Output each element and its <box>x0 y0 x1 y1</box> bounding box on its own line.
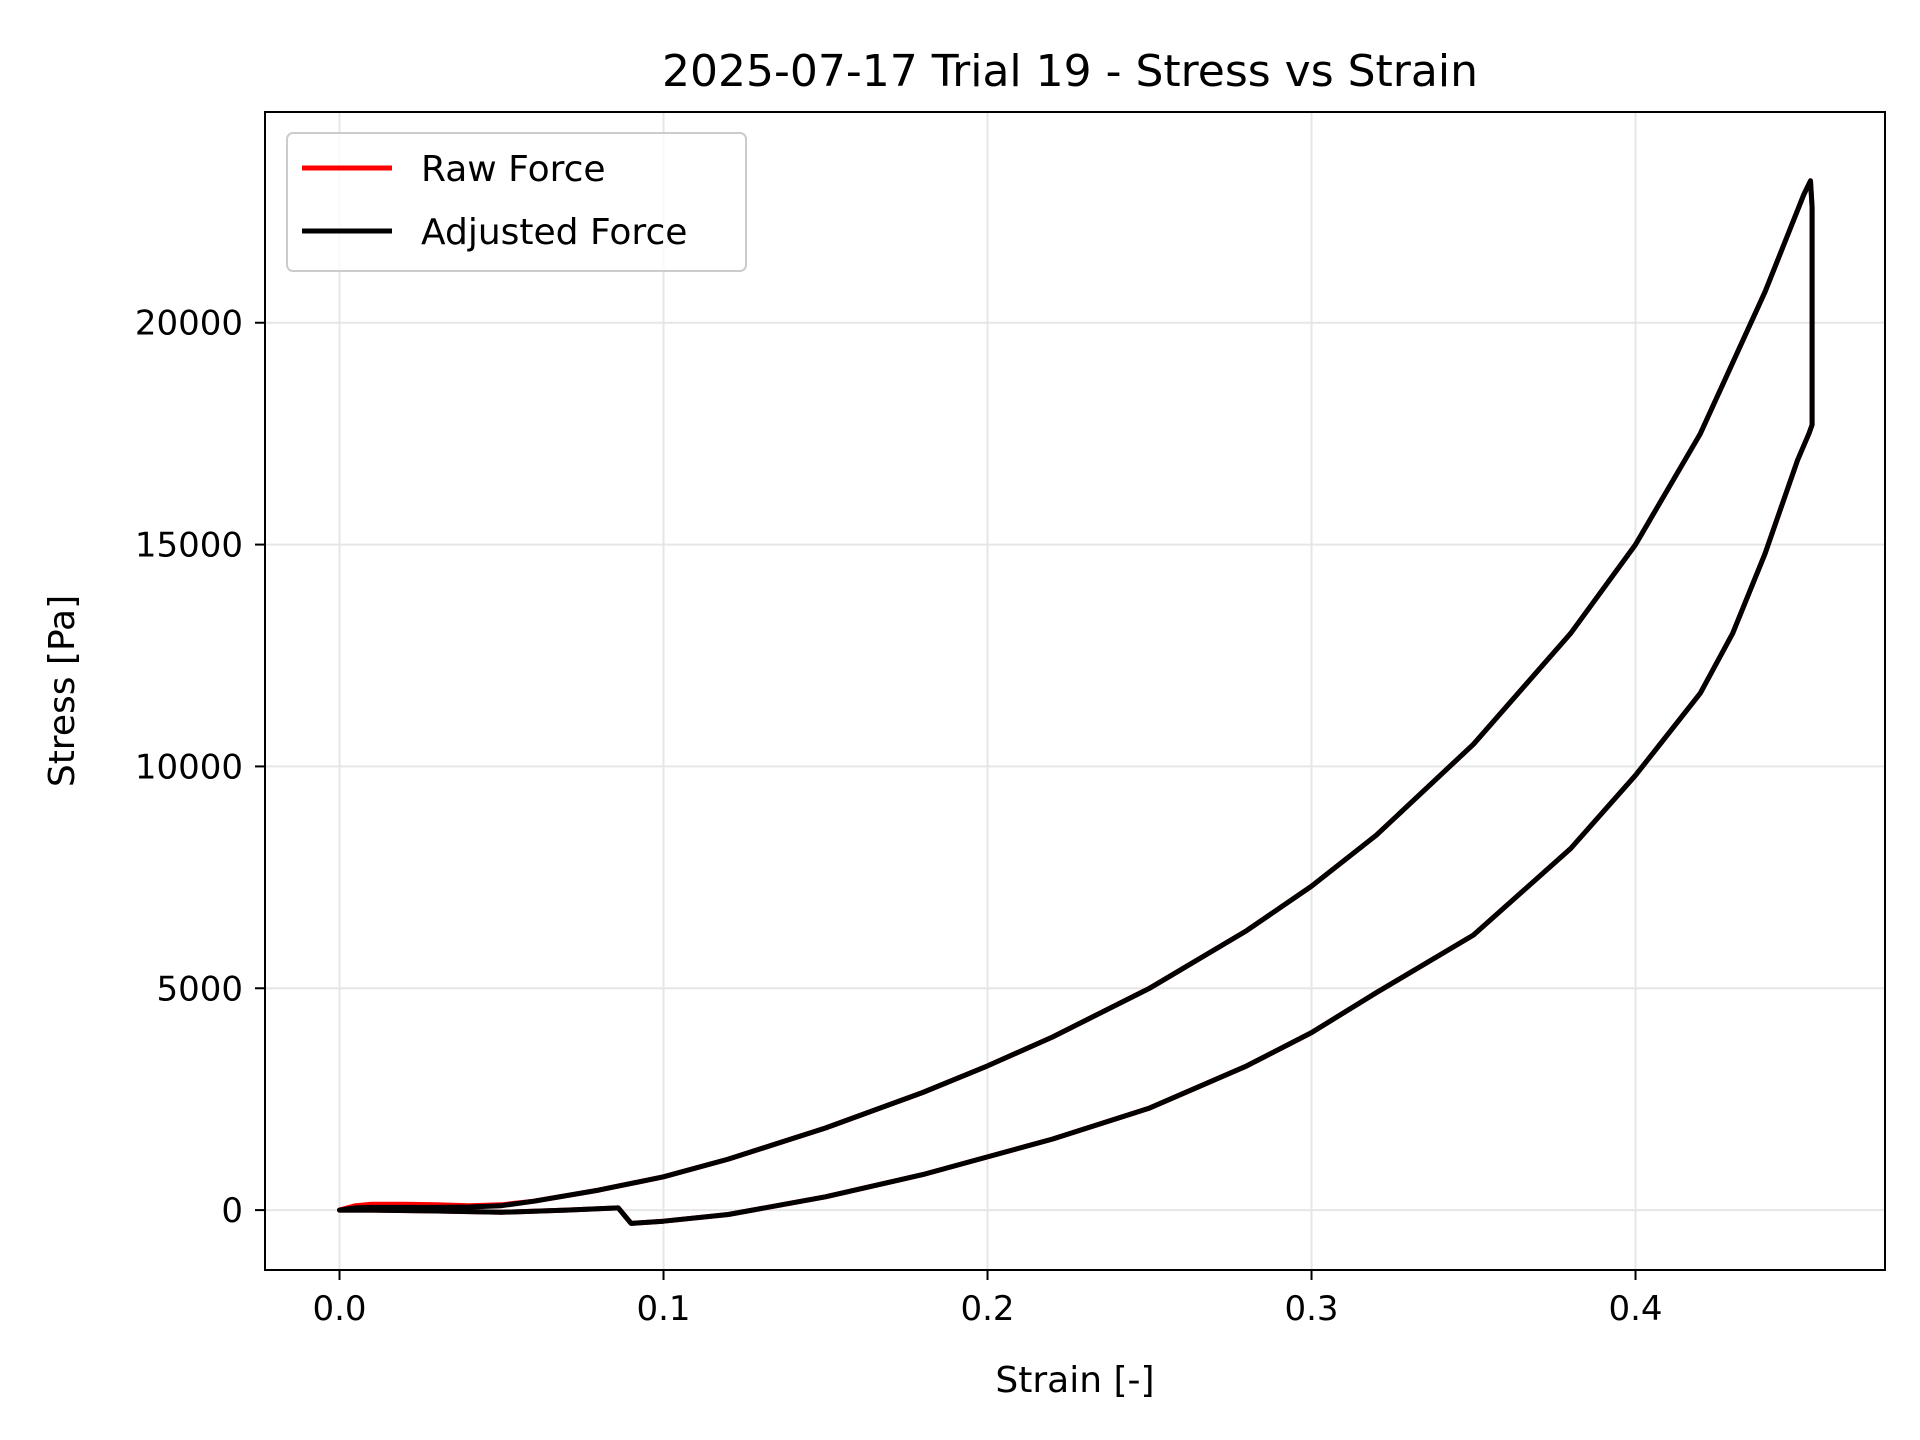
y-tick-label: 0 <box>221 1191 243 1231</box>
y-axis-label: Stress [Pa] <box>42 595 83 787</box>
x-tick-label: 0.0 <box>312 1289 366 1329</box>
legend-label-raw-force: Raw Force <box>421 149 606 190</box>
y-tick-label: 15000 <box>135 526 243 566</box>
x-axis-label: Strain [-] <box>995 1360 1154 1401</box>
x-axis-ticks: 0.0 0.1 0.2 0.3 0.4 <box>312 1270 1663 1329</box>
x-tick-label: 0.2 <box>960 1289 1014 1329</box>
legend-label-adjusted-force: Adjusted Force <box>421 212 687 253</box>
grid-lines <box>265 112 1885 1270</box>
y-axis-ticks: 0 5000 10000 15000 20000 <box>135 304 265 1231</box>
x-tick-label: 0.4 <box>1608 1289 1662 1329</box>
series-line-adjusted-force <box>337 178 1815 1226</box>
legend-box <box>286 132 747 272</box>
x-tick-label: 0.3 <box>1284 1289 1338 1329</box>
series-lines <box>337 178 1815 1226</box>
x-tick-label: 0.1 <box>636 1289 690 1329</box>
y-tick-label: 20000 <box>135 304 243 344</box>
y-tick-label: 5000 <box>156 969 243 1009</box>
y-tick-label: 10000 <box>135 747 243 787</box>
chart-title: 2025-07-17 Trial 19 - Stress vs Strain <box>662 46 1478 97</box>
plot-area-frame <box>264 111 1886 1271</box>
legend: Raw Force Adjusted Force <box>286 132 747 272</box>
